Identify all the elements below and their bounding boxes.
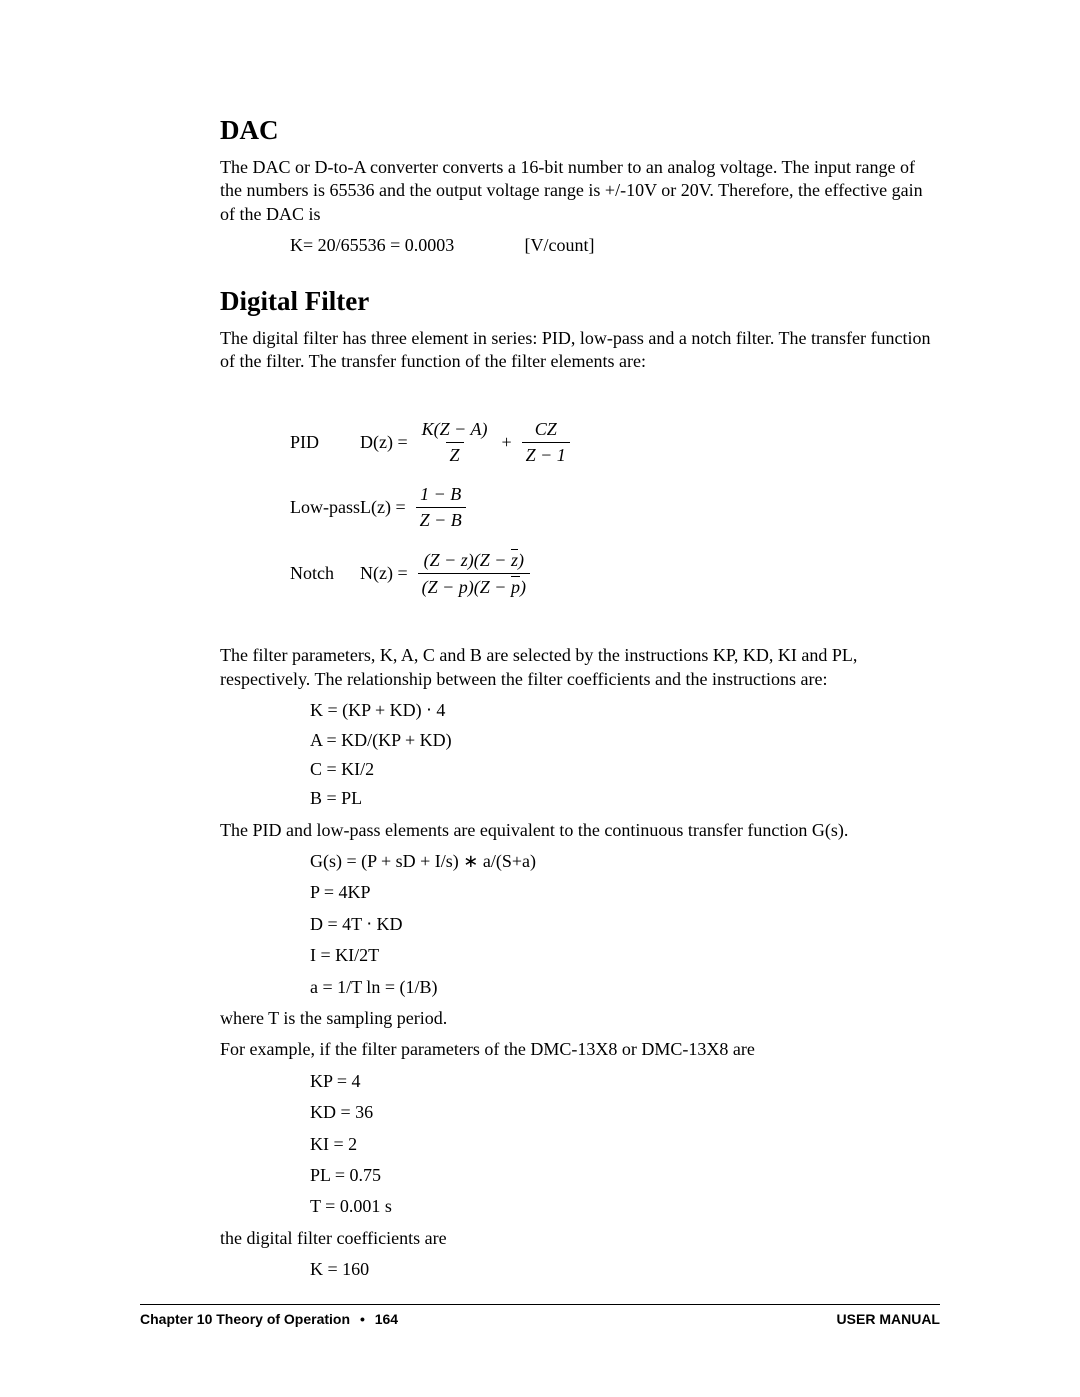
dac-k-line: K= 20/65536 = 0.0003 [V/count] bbox=[220, 234, 940, 257]
cont-i: I = KI/2T bbox=[220, 944, 940, 967]
heading-digital-filter: Digital Filter bbox=[220, 286, 940, 317]
page-footer: Chapter 10 Theory of Operation • 164 USE… bbox=[140, 1304, 940, 1327]
dac-k-unit: [V/count] bbox=[525, 235, 595, 255]
eq-pid-num1: K(Z − A) bbox=[418, 419, 492, 442]
eq-pid-den2: Z − 1 bbox=[522, 442, 570, 466]
coeff-k: K = 160 bbox=[220, 1258, 940, 1281]
cont-p: P = 4KP bbox=[220, 881, 940, 904]
eq-lp-frac: 1 − B Z − B bbox=[416, 484, 466, 531]
cont-d: D = 4T ⋅ KD bbox=[220, 913, 940, 936]
heading-dac: DAC bbox=[220, 115, 940, 146]
ex-t: T = 0.001 s bbox=[220, 1195, 940, 1218]
dac-k-calc: K= 20/65536 = 0.0003 bbox=[290, 234, 520, 257]
eq-notch-den: (Z − p)(Z − p) bbox=[418, 573, 530, 598]
ex-ki: KI = 2 bbox=[220, 1133, 940, 1156]
cont-g: G(s) = (P + sD + I/s) ∗ a/(S+a) bbox=[220, 850, 940, 873]
ex-kd: KD = 36 bbox=[220, 1101, 940, 1124]
eq-pid-num2: CZ bbox=[531, 419, 561, 442]
rel-k: K = (KP + KD) ⋅ 4 bbox=[220, 699, 940, 722]
eq-pid-den1: Z bbox=[446, 442, 464, 466]
eq-notch-den-bar: p bbox=[511, 576, 520, 596]
plus-icon: + bbox=[501, 432, 511, 453]
eq-notch-num-b: ) bbox=[518, 550, 524, 570]
para-digital-filter: The digital filter has three element in … bbox=[220, 327, 940, 374]
footer-dot-icon: • bbox=[360, 1311, 365, 1327]
para-dac: The DAC or D-to-A converter converts a 1… bbox=[220, 156, 940, 226]
para-example: For example, if the filter parameters of… bbox=[220, 1038, 940, 1061]
eq-notch-fn: N(z) = bbox=[360, 563, 408, 584]
rel-a: A = KD/(KP + KD) bbox=[220, 729, 940, 752]
para-coeff: the digital filter coefficients are bbox=[220, 1227, 940, 1250]
eq-lp-num: 1 − B bbox=[416, 484, 465, 507]
eq-label-lowpass: Low-pass bbox=[220, 497, 360, 518]
page: DAC The DAC or D-to-A converter converts… bbox=[0, 0, 1080, 1397]
cont-a: a = 1/T ln = (1/B) bbox=[220, 976, 940, 999]
eq-lp-fn: L(z) = bbox=[360, 497, 406, 518]
footer-chapter: Chapter 10 Theory of Operation bbox=[140, 1311, 354, 1327]
eq-pid-frac2: CZ Z − 1 bbox=[522, 419, 570, 466]
rel-b: B = PL bbox=[220, 787, 940, 810]
eq-notch-num-bar: z bbox=[511, 549, 518, 569]
eq-label-notch: Notch bbox=[220, 563, 360, 584]
para-sampling: where T is the sampling period. bbox=[220, 1007, 940, 1030]
footer-right: USER MANUAL bbox=[837, 1311, 940, 1327]
eq-notch-num: (Z − z)(Z − z) bbox=[420, 549, 528, 573]
ex-kp: KP = 4 bbox=[220, 1070, 940, 1093]
footer-left: Chapter 10 Theory of Operation • 164 bbox=[140, 1311, 398, 1327]
eq-notch-den-b: ) bbox=[520, 577, 526, 597]
para-filter-params: The filter parameters, K, A, C and B are… bbox=[220, 644, 940, 691]
rel-c: C = KI/2 bbox=[220, 758, 940, 781]
equation-pid: PID D(z) = K(Z − A) Z + CZ Z − 1 bbox=[220, 419, 940, 466]
footer-page-number: 164 bbox=[371, 1311, 398, 1327]
eq-notch-den-a: (Z − p)(Z − bbox=[422, 577, 511, 597]
para-continuous: The PID and low-pass elements are equiva… bbox=[220, 819, 940, 842]
eq-notch-frac: (Z − z)(Z − z) (Z − p)(Z − p) bbox=[418, 549, 530, 598]
equation-notch: Notch N(z) = (Z − z)(Z − z) (Z − p)(Z − … bbox=[220, 549, 940, 598]
eq-lp-den: Z − B bbox=[416, 507, 466, 531]
ex-pl: PL = 0.75 bbox=[220, 1164, 940, 1187]
eq-label-pid: PID bbox=[220, 432, 360, 453]
eq-pid-frac1: K(Z − A) Z bbox=[418, 419, 492, 466]
eq-notch-num-a: (Z − z)(Z − bbox=[424, 550, 511, 570]
eq-pid-fn: D(z) = bbox=[360, 432, 408, 453]
equation-lowpass: Low-pass L(z) = 1 − B Z − B bbox=[220, 484, 940, 531]
